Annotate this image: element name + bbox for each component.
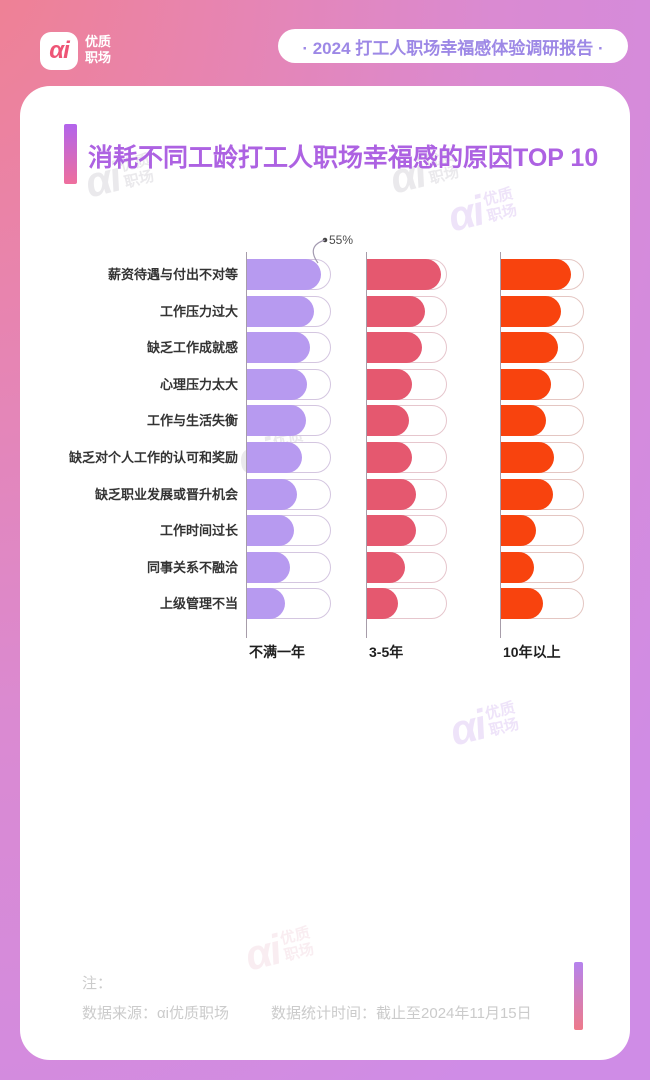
bar-fill	[247, 515, 294, 546]
bar-fill	[367, 442, 412, 473]
bar-fill	[501, 588, 543, 619]
bottom-accent-bar	[574, 962, 583, 1030]
report-badge: · 2024 打工人职场幸福感体验调研报告 ·	[278, 29, 628, 63]
bar-fill	[501, 552, 534, 583]
bar-fill	[247, 296, 314, 327]
brand-logo: αi	[40, 32, 78, 70]
bar-fill	[247, 259, 321, 290]
bar-fill	[367, 405, 409, 436]
bar-fill	[501, 442, 554, 473]
axis-line	[366, 252, 367, 638]
group-label: 3-5年	[369, 644, 404, 660]
category-label: 缺乏工作成就感	[146, 340, 238, 355]
bar-fill	[367, 296, 425, 327]
bar-fill	[367, 588, 398, 619]
bar-fill	[501, 369, 551, 400]
category-label: 缺乏职业发展或晋升机会	[94, 487, 238, 502]
group-label: 10年以上	[503, 644, 561, 660]
category-label: 缺乏对个人工作的认可和奖励	[68, 450, 238, 465]
bar-fill	[247, 369, 307, 400]
bar-fill	[247, 332, 310, 363]
report-badge-label: · 2024 打工人职场幸福感体验调研报告 ·	[302, 38, 604, 58]
footnote-line: 数据来源：αi优质职场 数据统计时间：截止至2024年11月15日	[82, 1002, 574, 1023]
bar-fill	[501, 405, 546, 436]
category-label: 工作与生活失衡	[146, 413, 238, 428]
category-label: 工作压力过大	[159, 304, 238, 319]
data-time: 数据统计时间：截止至2024年11月15日	[271, 1005, 532, 1022]
bar-fill	[247, 588, 285, 619]
annotation-value: 55%	[329, 233, 354, 247]
bar-fill	[501, 515, 536, 546]
axis-line	[246, 252, 247, 638]
bar-fill	[367, 369, 412, 400]
category-label: 薪资待遇与付出不对等	[107, 267, 238, 282]
bar-fill	[247, 405, 306, 436]
axis-line	[500, 252, 501, 638]
bar-fill	[501, 332, 558, 363]
category-label: 心理压力太大	[159, 377, 238, 392]
page-title: 消耗不同工龄打工人职场幸福感的原因TOP 10	[88, 144, 599, 172]
bar-fill	[367, 479, 416, 510]
category-label: 上级管理不当	[159, 596, 238, 611]
bar-fill	[367, 552, 405, 583]
bar-fill	[367, 259, 441, 290]
bar-fill	[501, 296, 561, 327]
bar-fill	[367, 332, 422, 363]
brand-logo-mark: αi	[49, 37, 70, 64]
brand-logo-name: 优质 职场	[85, 34, 111, 66]
bar-fill	[501, 259, 571, 290]
bar-fill	[247, 552, 290, 583]
group-label: 不满一年	[249, 644, 305, 660]
data-source: 数据来源：αi优质职场	[82, 1005, 230, 1022]
annotation-leader-line	[312, 237, 328, 264]
category-label: 工作时间过长	[159, 523, 238, 538]
bar-fill	[367, 515, 416, 546]
brand-logo-name-line2: 职场	[85, 50, 112, 65]
bar-fill	[247, 479, 297, 510]
title-accent-bar	[64, 124, 77, 184]
brand-logo-name-line1: 优质	[85, 34, 112, 49]
bar-fill	[247, 442, 302, 473]
footnote-label: 注：	[82, 975, 113, 992]
category-label: 同事关系不融洽	[146, 560, 238, 575]
bar-fill	[501, 479, 553, 510]
